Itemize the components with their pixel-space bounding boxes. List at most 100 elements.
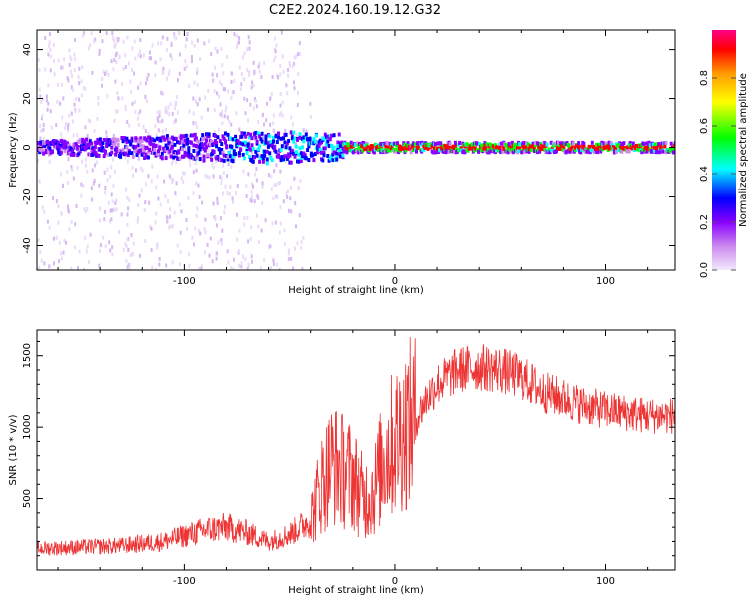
spectrogram-cell xyxy=(105,135,108,140)
spectrogram-cell xyxy=(260,154,264,159)
spectrogram-cell xyxy=(78,108,81,113)
spectrogram-cell xyxy=(234,152,238,157)
spectrogram-cell xyxy=(236,237,239,242)
spectrogram-cell xyxy=(125,259,128,264)
spectrogram-cell xyxy=(48,32,51,37)
spectrogram-cell xyxy=(70,219,73,224)
spectrogram-cell xyxy=(452,150,456,155)
spectrogram-cell xyxy=(215,256,218,261)
spectrogram-cell xyxy=(197,150,201,155)
spectrogram-cell xyxy=(274,55,277,60)
spectrogram-cell xyxy=(174,136,178,141)
spectrogram-cell xyxy=(184,147,187,152)
spectrogram-cell xyxy=(116,91,119,96)
spectrogram-cell xyxy=(464,144,468,149)
spectrogram-cell xyxy=(101,141,105,145)
spectrogram-cell xyxy=(238,228,241,233)
spectrogram-cell xyxy=(130,151,134,156)
spectrogram-cell xyxy=(246,131,250,136)
spectrogram-cell xyxy=(121,96,124,101)
spectrogram-cell xyxy=(272,258,275,263)
spectrogram-cell xyxy=(287,257,290,262)
spectrogram-cell xyxy=(65,240,67,245)
spectrogram-cell xyxy=(406,141,410,146)
spectrogram-cell xyxy=(404,148,408,153)
spectrogram-cell xyxy=(295,132,298,137)
snr-ylabel: SNR (10 * v/v) xyxy=(8,414,19,485)
spectrogram-cell xyxy=(262,112,264,117)
spectrogram-cell xyxy=(171,260,174,265)
spectrogram-cell xyxy=(169,102,172,107)
spectrogram-cell xyxy=(222,87,225,92)
spectrogram-cell xyxy=(63,149,67,154)
spectrogram-cell xyxy=(41,114,44,118)
spectrogram-cell xyxy=(257,224,260,229)
spectrogram-cell xyxy=(600,145,604,149)
spectrogram-cell xyxy=(132,241,135,246)
spectrogram-cell xyxy=(186,141,190,146)
spectrogram-cell xyxy=(152,143,155,147)
spectrogram-cell xyxy=(148,200,151,205)
spectrogram-cell xyxy=(302,139,306,144)
spectrogram-cell xyxy=(65,152,68,157)
y-tick-label: 20 xyxy=(22,92,33,105)
spectrogram-cell xyxy=(93,39,95,44)
spectrogram-cell xyxy=(293,176,296,181)
spectrogram-cell xyxy=(301,267,304,270)
spectrogram-cell xyxy=(283,154,287,159)
spectrogram-cell xyxy=(193,242,196,247)
spectrogram-cell xyxy=(293,86,296,91)
spectrogram-cell xyxy=(205,145,208,150)
spectrogram-cell xyxy=(140,188,143,193)
spectrogram-cell xyxy=(173,106,176,111)
spectrogram-cell xyxy=(249,237,252,241)
spectrogram-cell xyxy=(606,144,610,149)
spectrogram-cell xyxy=(641,147,645,152)
spectrogram-cell xyxy=(138,122,141,127)
spectrogram-cell xyxy=(290,134,294,139)
spectrogram-cell xyxy=(112,38,115,43)
spectrogram-cell xyxy=(164,194,167,199)
spectrogram-cell xyxy=(244,111,247,116)
spectrogram-cell xyxy=(160,156,164,161)
spectrogram-cell xyxy=(244,140,248,145)
spectrogram-cell xyxy=(175,95,178,100)
spectrogram-cell xyxy=(592,145,596,149)
spectrogram-cell xyxy=(190,54,193,59)
spectrogram-cell xyxy=(42,137,45,141)
spectrogram-cell xyxy=(46,219,49,224)
spectrogram-cell xyxy=(395,149,398,154)
spectrogram-cell xyxy=(290,209,293,214)
spectrogram-cell xyxy=(115,198,118,202)
spectrogram-cell xyxy=(90,141,94,146)
spectrogram-cell xyxy=(663,144,667,149)
spectrogram-cell xyxy=(401,146,405,151)
spectrogram-cell xyxy=(125,145,129,150)
spectrogram-cell xyxy=(118,230,120,234)
spectrogram-cell xyxy=(220,148,224,152)
spectrogram-cell xyxy=(131,46,134,51)
colorbar-tick-label: 0.8 xyxy=(699,70,710,86)
spectrogram-cell xyxy=(260,139,264,144)
spectrogram-cell xyxy=(66,76,69,81)
spectrogram-cell xyxy=(118,55,121,60)
spectrogram-cell xyxy=(671,148,675,152)
spectrogram-cell xyxy=(405,146,409,151)
spectrogram-cell xyxy=(174,118,177,123)
spectrogram-cell xyxy=(567,143,571,148)
spectrogram-cell xyxy=(158,114,161,118)
spectrogram-cell xyxy=(114,79,117,84)
spectrogram-cell xyxy=(48,160,51,164)
spectrogram-cell xyxy=(39,136,42,141)
spectrogram-cell xyxy=(103,72,106,76)
spectrogram-cell xyxy=(306,137,310,142)
spectrogram-cell xyxy=(81,159,83,164)
spectrogram-cell xyxy=(275,163,278,168)
spectrogram-cell xyxy=(248,72,251,77)
y-tick-label: -20 xyxy=(22,188,33,204)
spectrogram-cell xyxy=(270,158,274,163)
spectrogram-cell xyxy=(230,96,233,100)
spectrogram-cell xyxy=(203,41,206,46)
spectrogram-cell xyxy=(385,141,389,145)
spectrogram-cell xyxy=(436,146,439,151)
